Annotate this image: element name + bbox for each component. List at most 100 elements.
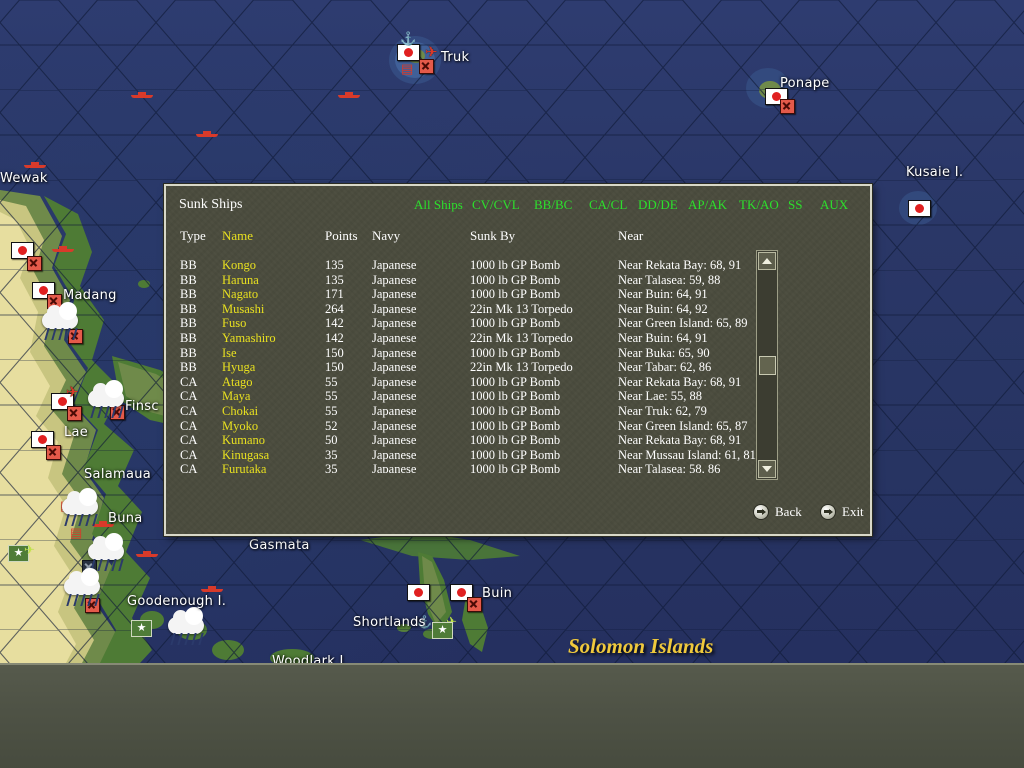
table-row[interactable]: CA Kinugasa 35 Japanese 1000 lb GP Bomb Near …: [166, 448, 911, 463]
weather-cloud-icon: [88, 533, 124, 571]
sunk-ships-table[interactable]: BB Kongo 135 Japanese 1000 lb GP Bomb Near Re…: [166, 258, 911, 473]
cell-sunk-by: 1000 lb GP Bomb: [470, 374, 561, 389]
cell-near: Near Truk: 62, 79: [618, 404, 707, 418]
cell-points: 135: [325, 258, 344, 272]
table-row[interactable]: BB Musashi 264 Japanese 22in Mk 13 Torpedo Ne…: [166, 302, 911, 317]
base-marker[interactable]: [46, 445, 61, 460]
cell-sunk-by: 1000 lb GP Bomb: [470, 287, 561, 302]
unit-flag-jp[interactable]: [908, 200, 931, 217]
tab-cv-cvl[interactable]: CV/CVL: [472, 197, 520, 212]
cell-sunk-by: 1000 lb GP Bomb: [470, 433, 561, 448]
tab-dd-de[interactable]: DD/DE: [638, 197, 678, 212]
cell-points: 50: [325, 433, 338, 448]
cell-points: 55: [325, 404, 338, 418]
cell-points: 264: [325, 301, 344, 316]
bottom-status-bar: [0, 663, 1024, 768]
back-button-label: Back: [775, 504, 802, 519]
cell-points: 150: [325, 360, 344, 375]
cell-near: Near Rekata Bay: 68, 91: [618, 433, 742, 448]
weather-cloud-icon: [168, 607, 204, 645]
tab-tk-ao[interactable]: TK/AO: [739, 197, 779, 212]
table-row[interactable]: CA Chokai 55 Japanese 1000 lb GP Bomb Near Tr…: [166, 404, 911, 419]
cell-name: Hyuga: [222, 360, 256, 375]
table-row[interactable]: BB Kongo 135 Japanese 1000 lb GP Bomb Near Re…: [166, 258, 911, 273]
cell-navy: Japanese: [372, 462, 417, 473]
back-button[interactable]: Back: [754, 502, 802, 522]
tab-aux[interactable]: AUX: [820, 197, 849, 212]
table-row[interactable]: BB Nagato 171 Japanese 1000 lb GP Bomb Near B…: [166, 287, 911, 302]
cell-points: 35: [325, 447, 338, 462]
table-row[interactable]: CA Myoko 52 Japanese 1000 lb GP Bomb Near Gre…: [166, 419, 911, 434]
table-row[interactable]: BB Hyuga 150 Japanese 22in Mk 13 Torpedo Near…: [166, 360, 911, 375]
cell-sunk-by: 22in Mk 13 Torpedo: [470, 301, 573, 316]
cell-type: BB: [180, 301, 197, 316]
base-marker[interactable]: [780, 99, 795, 114]
table-row[interactable]: BB Yamashiro 142 Japanese 22in Mk 13 Torpedo…: [166, 331, 911, 346]
cell-points: 52: [325, 418, 338, 433]
scroll-down-button[interactable]: [758, 460, 776, 478]
table-scrollbar[interactable]: [756, 250, 778, 480]
table-row[interactable]: BB Haruna 135 Japanese 1000 lb GP Bomb Near T…: [166, 273, 911, 288]
table-row[interactable]: CA Maya 55 Japanese 1000 lb GP Bomb Near Lae:…: [166, 389, 911, 404]
exit-button[interactable]: Exit: [821, 502, 864, 522]
cell-name: Maya: [222, 389, 251, 404]
table-row[interactable]: CA Furutaka 35 Japanese 1000 lb GP Bomb Near …: [166, 462, 911, 473]
cell-name: Fuso: [222, 316, 247, 331]
cell-navy: Japanese: [372, 404, 417, 418]
tab-bb-bc[interactable]: BB/BC: [534, 197, 573, 212]
table-row[interactable]: BB Fuso 142 Japanese 1000 lb GP Bomb Near Gre…: [166, 316, 911, 331]
cell-near: Near Green Island: 65, 87: [618, 418, 748, 433]
cell-sunk-by: 22in Mk 13 Torpedo: [470, 360, 573, 375]
column-header-sunk-by: Sunk By: [470, 228, 516, 243]
tab-all-ships[interactable]: All Ships: [414, 197, 463, 212]
green-base-marker[interactable]: ★: [131, 620, 152, 637]
cell-sunk-by: 1000 lb GP Bomb: [470, 345, 561, 360]
base-marker[interactable]: [27, 256, 42, 271]
scrollbar-thumb[interactable]: [759, 356, 776, 375]
unit-flag-jp[interactable]: [31, 431, 54, 448]
cell-sunk-by: 1000 lb GP Bomb: [470, 418, 561, 433]
base-marker[interactable]: [419, 59, 434, 74]
cell-points: 171: [325, 287, 344, 302]
cell-navy: Japanese: [372, 316, 417, 331]
cell-navy: Japanese: [372, 258, 417, 272]
unit-flag-jp[interactable]: [407, 584, 430, 601]
tab-ca-cl[interactable]: CA/CL: [589, 197, 628, 212]
cell-near: Near Buin: 64, 92: [618, 301, 708, 316]
cell-name: Kumano: [222, 433, 266, 448]
table-row[interactable]: CA Kumano 50 Japanese 1000 lb GP Bomb Near Re…: [166, 433, 911, 448]
cell-near: Near Buin: 64, 91: [618, 287, 708, 302]
column-header-name: Name: [222, 228, 254, 243]
cell-points: 55: [325, 374, 338, 389]
cell-near: Near Buin: 64, 91: [618, 331, 708, 345]
tab-ss[interactable]: SS: [788, 197, 803, 212]
cell-navy: Japanese: [372, 418, 417, 433]
fort-icon: ▤: [401, 61, 414, 76]
ship-icon: [24, 162, 46, 169]
cell-sunk-by: 1000 lb GP Bomb: [470, 272, 561, 287]
ship-icon: [92, 521, 114, 528]
unit-flag-jp[interactable]: [397, 44, 420, 61]
sunk-ships-dialog[interactable]: Sunk Ships All Ships CV/CVL BB/BC CA/CL DD/D…: [164, 184, 872, 536]
unit-flag-jp[interactable]: [11, 242, 34, 259]
cell-type: CA: [180, 374, 198, 389]
ship-icon: [201, 586, 223, 593]
base-marker[interactable]: [67, 406, 82, 421]
ship-icon: [196, 131, 218, 138]
cell-near: Near Green Island: 65, 89: [618, 316, 748, 331]
column-header-navy: Navy: [372, 228, 401, 243]
base-marker[interactable]: [467, 597, 482, 612]
cell-sunk-by: 1000 lb GP Bomb: [470, 447, 561, 462]
scroll-up-button[interactable]: [758, 252, 776, 270]
cell-near: Near Rekata Bay: 68, 91: [618, 374, 742, 389]
table-row[interactable]: BB Ise 150 Japanese 1000 lb GP Bomb Near Buka…: [166, 346, 911, 361]
tab-ap-ak[interactable]: AP/AK: [688, 197, 728, 212]
anchor-icon: ⚓: [400, 31, 417, 46]
table-column-headers: Type Name Points Navy Sunk By Near: [166, 228, 870, 246]
cell-type: CA: [180, 404, 198, 418]
ship-icon: [136, 551, 158, 558]
green-base-marker[interactable]: ★: [8, 545, 29, 562]
table-row[interactable]: CA Atago 55 Japanese 1000 lb GP Bomb Near Rek…: [166, 375, 911, 390]
region-label: Solomon Islands: [568, 634, 714, 658]
green-base-marker[interactable]: ★: [432, 622, 453, 639]
